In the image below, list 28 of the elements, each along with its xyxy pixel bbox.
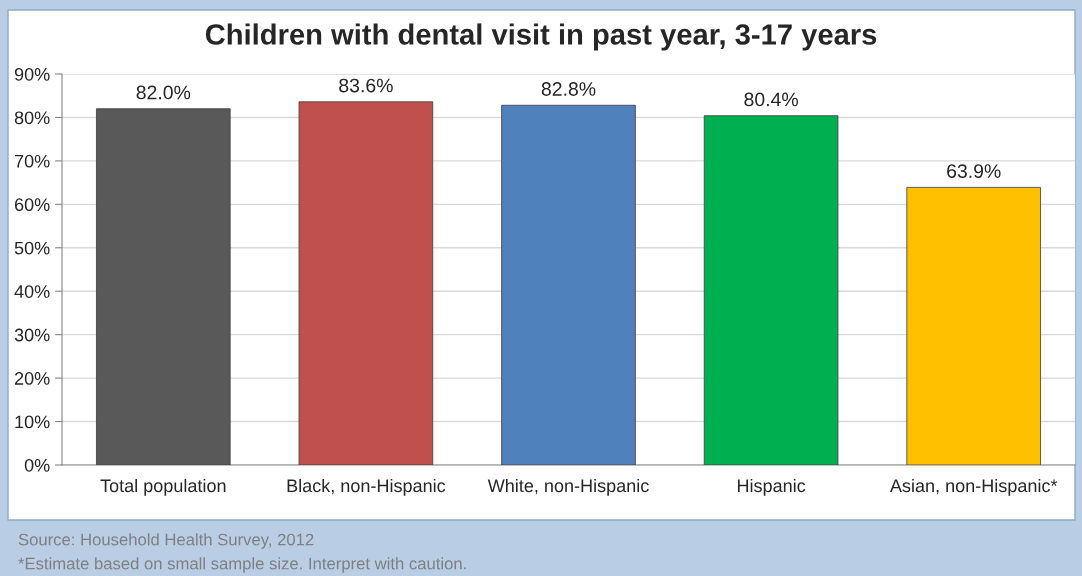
bar [501,104,636,465]
y-tick-label: 10% [15,415,50,429]
bar [906,186,1041,465]
x-tick-label: White, non-Hispanic [487,478,649,496]
x-tick-label: Asian, non-Hispanic* [889,478,1058,496]
data-label: 82.0% [136,85,191,100]
y-tick-label: 0% [24,458,50,472]
chart-title: Children with dental visit in past year, 3-17 years [205,23,877,51]
data-label: 83.6% [339,78,393,93]
bar [96,108,231,465]
text: *Estimate based on small sample size. Interpret with caution. [18,557,466,573]
y-tick-label: 50% [14,241,50,255]
y-tick-label: 20% [14,372,50,385]
y-tick-label: 80% [14,111,50,125]
y-tick-label: 40% [14,285,50,298]
y-tick-label: 60% [14,198,50,212]
x-tick-label: Hispanic [737,478,806,496]
y-tick-label: 70% [14,154,50,168]
y-tick-label: 30% [14,328,50,342]
bar [703,115,839,465]
source-note: Source: Household Health Survey, 2012 [18,533,314,549]
data-label: 63.9% [947,164,1001,178]
data-label: 80.4% [744,92,798,107]
y-tick-label: 90% [14,67,50,81]
x-tick-label: Total population [100,478,226,496]
data-label: 82.8% [541,82,596,96]
bar [298,101,434,465]
x-tick-label: Black, non-Hispanic [287,478,446,496]
